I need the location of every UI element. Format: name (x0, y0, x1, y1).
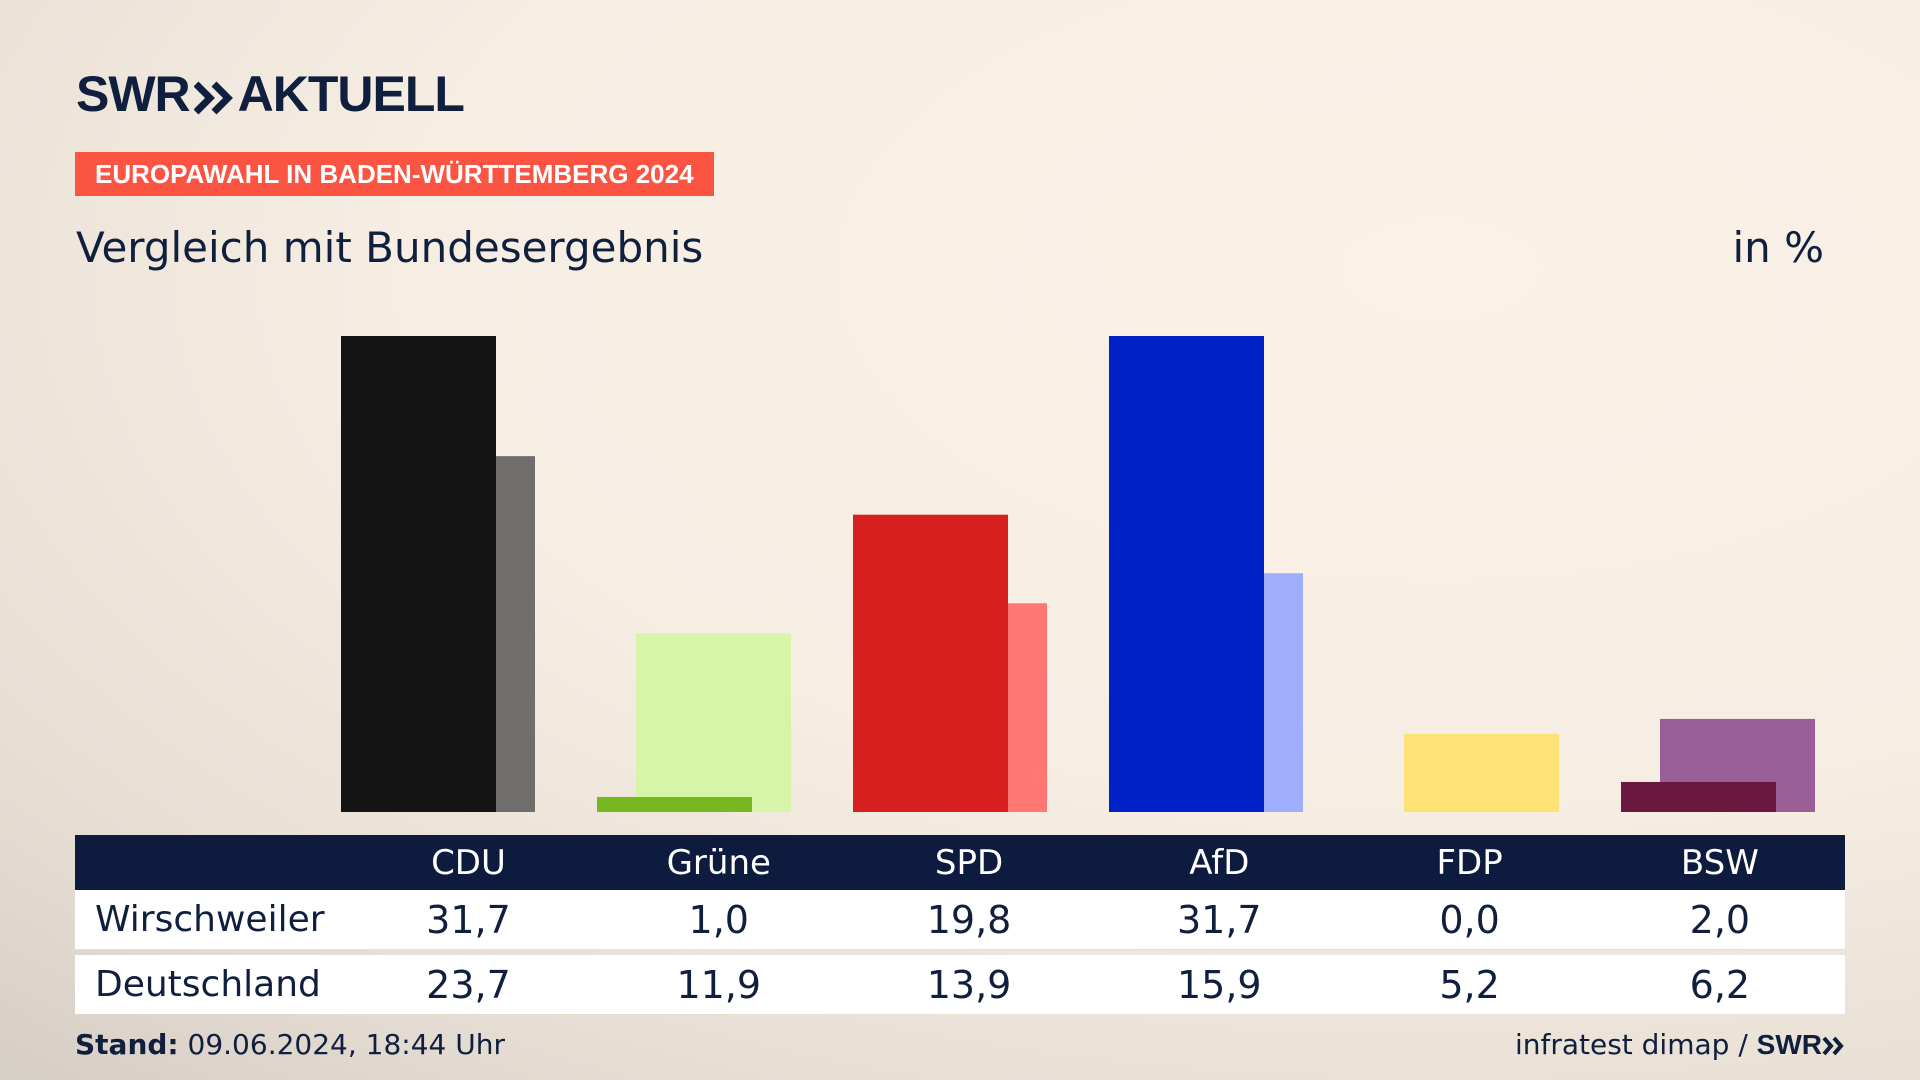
bar-deutschland-gruene (636, 633, 791, 812)
chevrons-small-icon (1822, 1036, 1844, 1056)
value-cell: 23,7 (426, 962, 511, 1007)
chart-subtitle: Vergleich mit Bundesergebnis (76, 223, 704, 272)
bar-wirschweiler-gruene (597, 796, 752, 812)
value-cell: 0,0 (1439, 897, 1500, 942)
aktuell-wordmark: AKTUELL (237, 66, 465, 122)
row-label: Deutschland (95, 964, 321, 1005)
chevrons-icon (193, 66, 234, 122)
value-cell: 19,8 (926, 897, 1012, 942)
source-text: infratest dimap (1514, 1028, 1730, 1061)
stand-value: 09.06.2024, 18:44 Uhr (187, 1028, 505, 1061)
party-bsw: BSW (1680, 842, 1759, 883)
party-spd: SPD (934, 842, 1004, 883)
bar-wirschweiler-afd (1109, 336, 1264, 812)
bar-wirschweiler-bsw (1621, 781, 1776, 812)
table-row-deutschland: Deutschland 23,7 11,9 13,9 15,9 5,2 6,2 (75, 955, 1845, 1014)
bar-wirschweiler-spd (853, 514, 1008, 812)
value-cell: 31,7 (426, 897, 511, 942)
timestamp: Stand: 09.06.2024, 18:44 Uhr (75, 1028, 505, 1061)
swr-small-logo: SWR (1756, 1029, 1822, 1060)
value-cell: 15,9 (1177, 962, 1262, 1007)
party-gruene: Grüne (666, 842, 771, 883)
unit-label: in % (1732, 223, 1824, 272)
value-cell: 5,2 (1439, 962, 1500, 1007)
value-cell: 11,9 (676, 962, 762, 1007)
bar-deutschland-fdp (1404, 733, 1559, 812)
election-banner: EUROPAWAHL IN BADEN-WÜRTTEMBERG 2024 (75, 152, 714, 196)
swr-wordmark: SWR (76, 66, 191, 122)
value-cell: 6,2 (1689, 962, 1751, 1007)
swr-aktuell-logo: SWR AKTUELL (76, 66, 465, 122)
source-separator: / (1738, 1028, 1748, 1061)
party-cdu: CDU (431, 842, 506, 883)
value-cell: 1,0 (688, 897, 749, 942)
bar-chart (341, 336, 1815, 812)
bar-wirschweiler-cdu (341, 336, 496, 812)
party-afd: AfD (1189, 842, 1250, 883)
table-row-wirschweiler: Wirschweiler 31,7 1,0 19,8 31,7 0,0 2,0 (75, 890, 1845, 950)
source-credit: infratest dimap / SWR (1515, 1028, 1846, 1061)
row-label: Wirschweiler (95, 899, 325, 940)
value-cell: 13,9 (926, 962, 1012, 1007)
stand-label: Stand: (75, 1028, 179, 1061)
value-cell: 2,0 (1689, 897, 1751, 942)
value-cell: 31,7 (1177, 897, 1262, 942)
party-fdp: FDP (1436, 842, 1503, 883)
results-table: CDU Grüne SPD AfD FDP BSW Wirschweiler 3… (75, 835, 1845, 1014)
table-header: CDU Grüne SPD AfD FDP BSW (75, 835, 1845, 890)
